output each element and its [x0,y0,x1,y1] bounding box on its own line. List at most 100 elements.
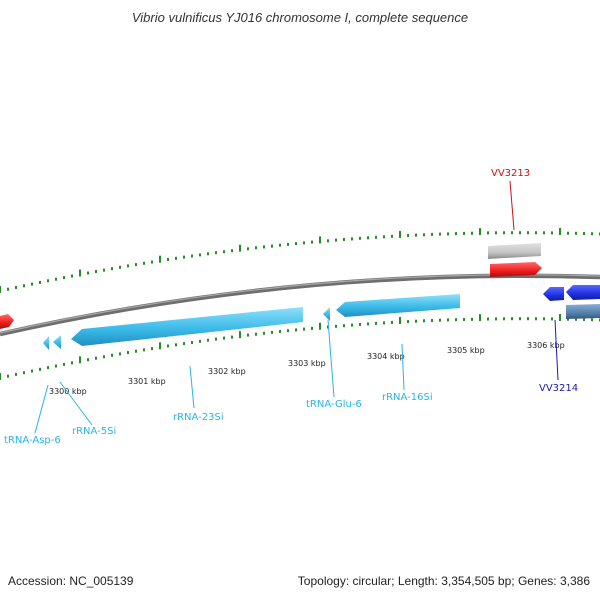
ruler-minor-tick [199,339,201,343]
ruler-minor-tick [487,231,489,235]
vv3213-arrow[interactable] [490,262,542,277]
ruler-minor-tick [255,332,257,336]
ruler-minor-tick [207,252,209,256]
ruler-minor-tick [191,254,193,258]
ruler-minor-tick [551,231,553,235]
rrna-23si-arrow[interactable] [71,307,303,346]
ruler-minor-tick [7,287,9,291]
ruler-minor-tick [367,236,369,240]
ruler-minor-tick [87,271,89,275]
label-vv3214[interactable]: VV3214 [539,383,578,394]
ruler-minor-tick [527,317,529,321]
ruler-minor-tick [463,231,465,235]
trna-glu-6-arrow[interactable] [323,307,330,321]
ruler-minor-tick [31,282,33,286]
ruler-minor-tick [415,233,417,237]
ruler-minor-tick [375,321,377,325]
ruler-minor-tick [95,270,97,273]
ruler-minor-tick [391,234,393,238]
ruler-minor-tick [271,330,273,334]
ruler-major-tick [0,373,1,380]
ruler-minor-tick [551,317,553,321]
ruler-minor-tick [143,261,145,265]
ruler-minor-tick [519,231,521,235]
ruler-minor-tick [431,319,433,322]
ruler-minor-tick [511,317,513,321]
ruler-minor-tick [535,231,537,235]
forward-strand-ruler [0,228,600,293]
ruler-minor-tick [503,231,505,235]
ruler-minor-tick [287,329,289,333]
scale-labels: 3300 kbp 3301 kbp 3302 kbp 3303 kbp 3304… [49,341,565,396]
scale-label: 3304 kbp [367,352,405,361]
ruler-minor-tick [23,371,25,375]
ruler-minor-tick [495,317,497,321]
label-rrna-5si[interactable]: rRNA-5Si [72,426,116,437]
ruler-minor-tick [343,324,345,328]
ruler-minor-tick [103,268,105,272]
ruler-minor-tick [127,351,129,354]
scale-label: 3301 kbp [128,377,166,386]
trna-asp-6-arrow[interactable] [43,336,49,350]
ruler-minor-tick [183,255,185,259]
ruler-minor-tick [591,232,593,236]
ruler-minor-tick [199,253,201,257]
ruler-minor-tick [367,322,369,326]
ruler-major-tick [479,228,481,236]
ruler-minor-tick [215,337,217,341]
ruler-minor-tick [47,279,49,283]
ruler-minor-tick [303,241,305,245]
ruler-major-tick [319,322,321,330]
ruler-minor-tick [575,231,577,235]
label-trna-asp-6[interactable]: tRNA-Asp-6 [4,435,61,446]
label-trna-glu-6[interactable]: tRNA-Glu-6 [306,399,362,410]
ruler-minor-tick [351,237,353,241]
map-title: Vibrio vulnificus YJ016 chromosome I, co… [131,10,469,25]
ruler-minor-tick [447,232,449,236]
vv3214-arrow[interactable] [543,287,564,301]
ruler-minor-tick [415,319,417,323]
ruler-major-tick [559,314,561,321]
ruler-minor-tick [175,343,177,347]
ruler-major-tick [399,317,401,324]
ruler-minor-tick [23,284,25,288]
gene-arrow-red-left[interactable] [0,314,14,329]
accession-text: Accession: NC_005139 [8,574,134,588]
ruler-minor-tick [135,349,137,353]
ruler-minor-tick [55,277,57,281]
ruler-minor-tick [327,325,329,329]
ruler-minor-tick [63,362,65,366]
ruler-minor-tick [247,247,249,251]
ruler-minor-tick [15,372,17,376]
ruler-minor-tick [31,369,33,373]
label-rrna-23si[interactable]: rRNA-23Si [173,412,224,423]
ruler-minor-tick [359,236,361,240]
ruler-minor-tick [135,263,137,267]
ruler-minor-tick [583,318,585,321]
rrna-16si-arrow[interactable] [336,294,460,317]
ruler-minor-tick [47,366,49,370]
ruler-minor-tick [55,364,57,368]
ruler-minor-tick [71,361,73,365]
reverse-strand-ruler [0,314,600,380]
steel-feature-bar[interactable] [566,304,600,319]
ruler-minor-tick [39,367,41,371]
label-rrna-16si[interactable]: rRNA-16Si [382,392,433,403]
ruler-minor-tick [431,232,433,236]
grey-feature-bar[interactable] [488,243,541,259]
ruler-minor-tick [471,231,473,235]
ruler-minor-tick [343,238,345,241]
blue-gene-arrow-right[interactable] [566,285,600,300]
rrna-5si-arrow[interactable] [53,335,61,349]
sequence-summary: Topology: circular; Length: 3,354,505 bp… [297,574,590,588]
ruler-minor-tick [311,326,313,330]
ruler-minor-tick [151,347,153,351]
ruler-major-tick [559,228,561,235]
ruler-minor-tick [303,327,305,331]
scale-label: 3302 kbp [208,367,246,376]
ruler-minor-tick [487,317,489,321]
ruler-minor-tick [263,245,265,249]
label-vv3213[interactable]: VV3213 [491,168,530,179]
ruler-minor-tick [271,244,273,248]
ruler-minor-tick [439,232,441,236]
